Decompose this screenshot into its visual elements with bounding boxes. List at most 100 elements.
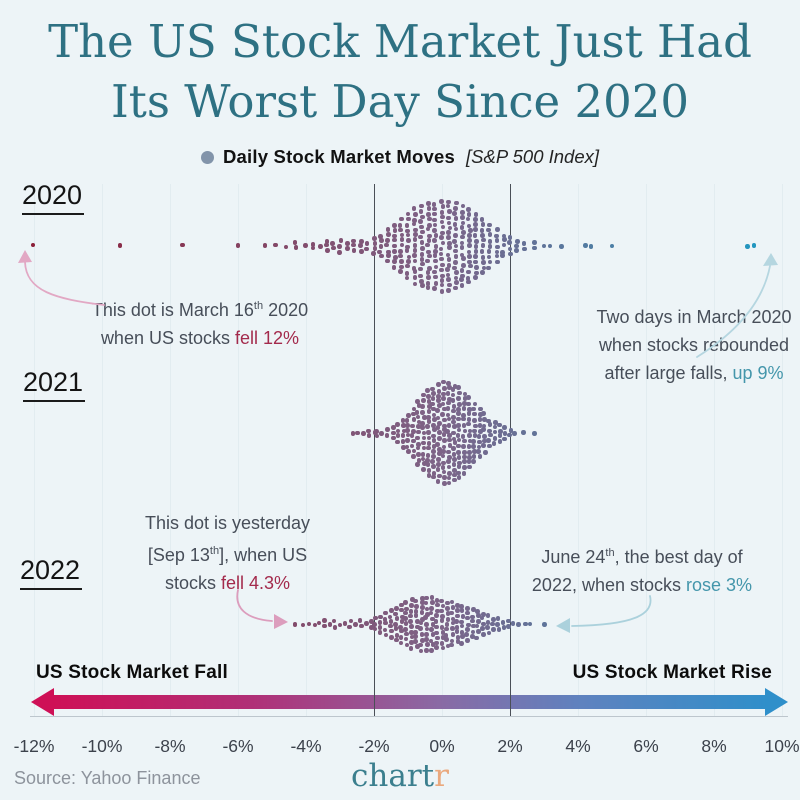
data-dot-2021 (395, 422, 400, 428)
annotation-segment: when US stocks (100, 328, 235, 348)
data-dot-2022 (440, 630, 446, 635)
data-dot-2020 (379, 253, 384, 259)
data-dot-2021 (431, 433, 436, 439)
data-dot-2020 (446, 215, 451, 221)
axis-tick-label: -6% (222, 736, 254, 756)
data-dot-2022 (459, 640, 464, 646)
data-dot-2020 (473, 244, 479, 249)
data-dot-2020 (479, 228, 485, 233)
data-dot-2021 (486, 443, 492, 449)
data-dot-2022 (459, 634, 465, 639)
data-dot-2021 (447, 385, 452, 390)
data-dot-2022 (377, 630, 383, 635)
data-dot-2022 (364, 621, 369, 627)
data-dot-2021 (476, 444, 482, 450)
data-dot-2022 (445, 611, 451, 616)
gridline-4pct (577, 184, 579, 716)
data-dot-2020 (426, 212, 431, 217)
data-dot-2022 (423, 600, 429, 606)
data-dot-2022 (434, 644, 439, 650)
data-dot-2021 (451, 408, 456, 414)
data-dot-2021 (456, 455, 462, 460)
data-dot-2020 (433, 248, 438, 254)
data-dot-2021 (437, 403, 442, 408)
data-dot-2021 (431, 438, 437, 443)
annotation-segment: when stocks rebounded (598, 335, 790, 355)
data-dot-2021 (414, 410, 420, 415)
gridline-10pct (781, 184, 783, 716)
data-dot-2022 (419, 610, 425, 615)
data-dot-2022 (485, 625, 490, 630)
logo-accent-letter: r (434, 758, 449, 794)
data-dot-2020 (399, 242, 405, 248)
data-dot-2022 (435, 608, 440, 614)
data-dot-2021 (437, 436, 442, 441)
data-dot-2021 (415, 445, 421, 451)
data-dot-2021 (425, 462, 431, 467)
data-dot-2021 (426, 468, 432, 473)
data-dot-2022 (429, 648, 434, 654)
data-dot-2022 (444, 636, 449, 642)
data-dot-2020 (466, 212, 472, 218)
annotation-segment: stocks (164, 573, 221, 593)
data-dot-2022 (388, 623, 393, 629)
data-dot-2020 (453, 226, 459, 232)
data-dot-2020 (467, 233, 472, 239)
annotation-line: 2022, when stocks rose 3% (518, 571, 766, 599)
data-dot-2020 (399, 216, 404, 222)
data-dot-2021 (374, 433, 380, 439)
data-dot-2020 (404, 270, 410, 276)
data-dot-2021 (456, 437, 462, 443)
axis-tick-label: 10% (764, 736, 800, 756)
data-dot-2021 (440, 465, 446, 470)
data-dot-2022 (439, 598, 444, 604)
axis-tick-label: 8% (701, 736, 727, 756)
data-dot-2022 (454, 619, 459, 624)
data-dot-2020 (473, 217, 479, 222)
data-dot-2020 (412, 248, 418, 254)
data-dot-2021 (426, 409, 432, 414)
data-dot-2021 (425, 388, 430, 393)
data-dot-2020 (386, 253, 391, 258)
data-dot-2021 (461, 416, 466, 422)
data-dot-2020 (431, 202, 437, 207)
data-dot-2020 (337, 250, 342, 255)
legend-label: Daily Stock Market Moves (222, 146, 455, 167)
fall-rise-gradient-arrow (52, 695, 768, 709)
data-dot-2021 (427, 404, 432, 409)
data-dot-2020 (494, 253, 500, 259)
data-dot-2020 (495, 227, 500, 232)
data-dot-2020 (413, 232, 418, 237)
data-dot-2020 (547, 243, 553, 249)
data-dot-2022 (408, 619, 413, 624)
data-dot-2020 (426, 238, 432, 243)
data-dot-2022 (322, 623, 327, 629)
emphasis-line-2pct (509, 184, 511, 716)
data-dot-2020 (447, 225, 453, 231)
data-dot-2020 (398, 249, 403, 254)
data-dot-2021 (462, 391, 468, 397)
data-dot-2020 (370, 251, 376, 256)
data-dot-2021 (442, 406, 447, 412)
data-dot-2020 (378, 244, 384, 250)
data-dot-2020 (459, 225, 465, 230)
data-dot-2021 (415, 399, 420, 404)
annotation-line: after large falls, up 9% (565, 359, 800, 387)
data-dot-2022 (369, 619, 374, 624)
data-dot-2021 (487, 428, 493, 434)
data-dot-2021 (421, 467, 426, 472)
data-dot-2021 (430, 401, 435, 407)
data-dot-2021 (497, 439, 503, 444)
data-dot-2022 (327, 622, 333, 628)
data-dot-2022 (455, 608, 460, 613)
data-dot-2021 (420, 403, 426, 409)
data-dot-2022 (449, 610, 454, 616)
data-dot-2021 (406, 449, 411, 454)
data-dot-2020 (487, 244, 493, 250)
data-dot-2020 (467, 228, 473, 233)
data-dot-2022 (408, 609, 414, 614)
data-dot-2020 (345, 246, 350, 251)
data-dot-2020 (486, 227, 492, 233)
data-dot-2021 (462, 400, 468, 406)
data-dot-2021 (426, 440, 432, 446)
